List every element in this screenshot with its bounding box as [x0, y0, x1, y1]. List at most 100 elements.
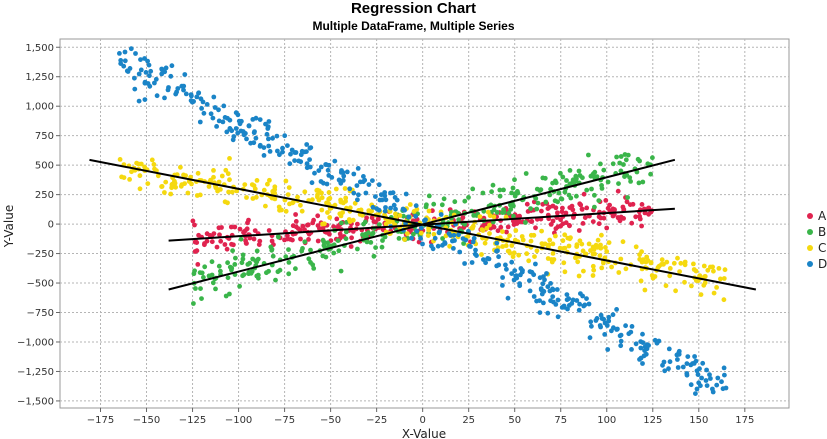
series-d-point: [688, 382, 694, 388]
series-c-point: [447, 243, 452, 249]
series-c-point: [169, 185, 175, 191]
series-c-point: [137, 173, 143, 179]
series-c-point: [326, 190, 332, 195]
series-c-point: [168, 191, 174, 197]
series-c-point: [229, 189, 235, 195]
series-a-point: [315, 213, 321, 219]
series-c-point: [254, 178, 260, 183]
series-d-point: [513, 273, 519, 278]
series-d-point: [605, 347, 611, 352]
series-a-point: [348, 244, 354, 249]
series-d-point: [446, 231, 452, 237]
series-d-point: [471, 235, 477, 241]
x-tick-label: 0: [419, 415, 425, 426]
series-a-point: [232, 224, 238, 230]
series-d-point: [509, 271, 515, 276]
series-c-point: [142, 164, 148, 170]
series-c-point: [577, 238, 583, 244]
series-b-point: [523, 220, 528, 225]
series-d-point: [117, 51, 122, 56]
series-d-point: [703, 378, 709, 383]
legend-marker-b: [807, 229, 813, 235]
series-c-point: [714, 285, 719, 290]
series-b-point: [589, 186, 594, 192]
series-c-point: [557, 245, 563, 251]
series-d-point: [589, 323, 594, 329]
series-d-point: [325, 167, 331, 173]
y-tick-label: −500: [27, 279, 54, 290]
series-c-point: [604, 249, 610, 254]
series-d-point: [373, 194, 378, 200]
series-c-point: [407, 202, 413, 207]
series-b-point: [255, 256, 261, 262]
series-a-point: [298, 236, 303, 242]
series-c-point: [711, 290, 717, 296]
series-d-point: [383, 197, 389, 203]
series-d-point: [143, 70, 149, 75]
series-d-point: [332, 158, 338, 164]
series-d-point: [253, 115, 259, 121]
series-c-point: [524, 251, 530, 257]
series-b-point: [625, 195, 630, 200]
series-c-point: [250, 196, 256, 201]
series-b-point: [534, 206, 540, 212]
series-b-point: [592, 192, 597, 198]
series-b-point: [637, 158, 642, 164]
series-b-point: [560, 174, 566, 180]
series-d-point: [125, 69, 131, 74]
series-d-point: [196, 90, 201, 96]
series-c-point: [195, 170, 201, 176]
series-d-point: [400, 206, 406, 212]
series-c-point: [290, 200, 295, 206]
series-d-point: [629, 324, 635, 329]
series-c-point: [677, 269, 682, 274]
series-d-point: [707, 372, 712, 378]
series-c-point: [173, 184, 179, 190]
series-a-point: [495, 228, 501, 234]
series-c-point: [603, 245, 608, 250]
series-d-point: [527, 269, 533, 274]
x-tick-label: 100: [597, 415, 616, 426]
series-a-point: [576, 228, 582, 233]
series-d-point: [406, 214, 412, 220]
series-d-point: [199, 106, 205, 111]
series-a-point: [222, 242, 228, 247]
series-a-point: [553, 205, 559, 211]
series-d-point: [138, 67, 144, 73]
series-d-point: [246, 123, 252, 129]
series-d-point: [496, 254, 501, 260]
series-c-point: [591, 267, 597, 273]
series-a-point: [558, 217, 563, 223]
series-b-point: [192, 268, 198, 274]
series-a-point: [228, 224, 234, 230]
series-a-point: [243, 240, 249, 246]
series-c-point: [223, 167, 229, 173]
series-c-point: [393, 211, 398, 217]
series-b-point: [614, 154, 619, 160]
series-b-point: [441, 196, 447, 202]
series-a-point: [192, 222, 197, 228]
series-a-point: [558, 223, 564, 229]
series-b-point: [636, 180, 642, 186]
series-c-point: [172, 180, 178, 186]
series-c-point: [145, 181, 151, 187]
series-d-point: [200, 99, 206, 105]
series-b-point: [510, 185, 516, 191]
series-d-point: [296, 158, 302, 164]
series-b-point: [509, 190, 514, 196]
series-a-point: [524, 201, 530, 207]
series-c-point: [659, 257, 665, 263]
series-c-point: [562, 245, 568, 251]
series-c-point: [616, 270, 622, 275]
x-tick-label: −75: [274, 415, 295, 426]
series-d-point: [618, 338, 624, 344]
series-b-point: [343, 229, 349, 235]
chart-subtitle: Multiple DataFrame, Multiple Series: [312, 19, 515, 33]
series-a-point: [369, 215, 375, 221]
series-d-point: [685, 354, 691, 359]
series-c-point: [216, 179, 222, 185]
series-c-point: [675, 255, 680, 261]
series-b-point: [553, 180, 559, 186]
series-b-point: [232, 262, 238, 267]
series-a-point: [581, 191, 587, 197]
